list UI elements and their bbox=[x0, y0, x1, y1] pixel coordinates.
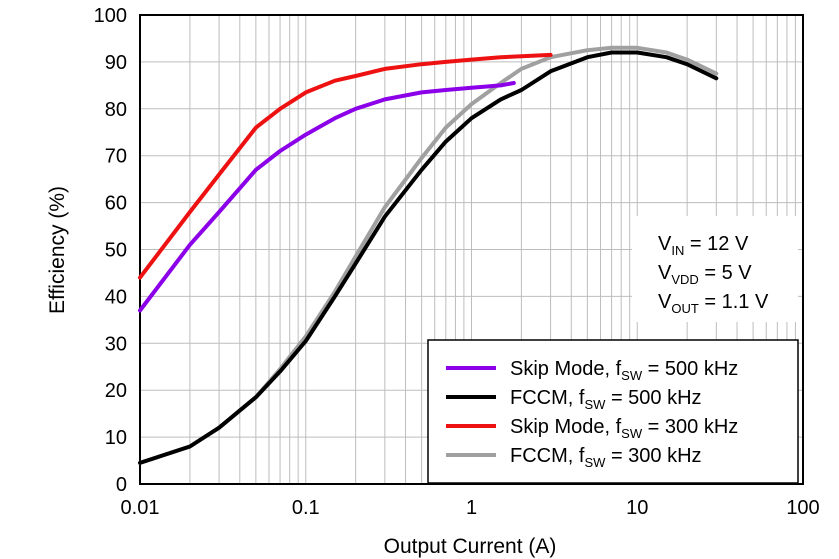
legend-label-fccm-500: FCCM, fSW = 500 kHz bbox=[510, 387, 702, 412]
x-axis-ticks: 0.01 0.1 1 10 100 bbox=[121, 497, 820, 519]
x-tick-label: 0.01 bbox=[121, 497, 160, 519]
x-tick-label: 1 bbox=[466, 497, 477, 519]
y-tick-label: 90 bbox=[105, 52, 127, 74]
x-tick-label: 10 bbox=[626, 497, 648, 519]
condition-vvdd: VVDD = 5 V bbox=[658, 262, 752, 287]
y-tick-label: 40 bbox=[105, 286, 127, 308]
series-line-skip-500 bbox=[138, 81, 516, 313]
x-axis-label: Output Current (A) bbox=[384, 535, 557, 558]
y-tick-label: 50 bbox=[105, 240, 127, 262]
y-axis-ticks: 0 10 20 30 40 50 60 70 80 90 100 bbox=[94, 5, 127, 496]
legend-label-skip-500: Skip Mode, fSW = 500 kHz bbox=[510, 358, 738, 383]
y-tick-label: 100 bbox=[94, 5, 127, 27]
legend-label-fccm-300: FCCM, fSW = 300 kHz bbox=[510, 445, 702, 470]
x-tick-label: 0.1 bbox=[292, 497, 320, 519]
y-axis-label: Efficiency (%) bbox=[46, 186, 69, 314]
legend-label-skip-300: Skip Mode, fSW = 300 kHz bbox=[510, 416, 738, 441]
y-tick-label: 80 bbox=[105, 99, 127, 121]
x-tick-label: 100 bbox=[786, 497, 819, 519]
y-tick-label: 30 bbox=[105, 333, 127, 355]
y-tick-label: 0 bbox=[116, 474, 127, 496]
series-line-skip-300 bbox=[138, 52, 553, 280]
y-tick-label: 20 bbox=[105, 380, 127, 402]
plot-frame bbox=[139, 14, 804, 485]
y-tick-label: 70 bbox=[105, 146, 127, 168]
condition-vin: VIN = 12 V bbox=[658, 233, 749, 258]
series-lines bbox=[138, 45, 719, 465]
series-line-fccm-500 bbox=[138, 50, 719, 465]
y-tick-label: 10 bbox=[105, 427, 127, 449]
conditions-box: VIN = 12 V VVDD = 5 V VOUT = 1.1 V bbox=[632, 216, 798, 322]
condition-vout: VOUT = 1.1 V bbox=[658, 291, 769, 316]
y-tick-label: 60 bbox=[105, 193, 127, 215]
legend: Skip Mode, fSW = 500 kHz FCCM, fSW = 500… bbox=[427, 339, 799, 484]
